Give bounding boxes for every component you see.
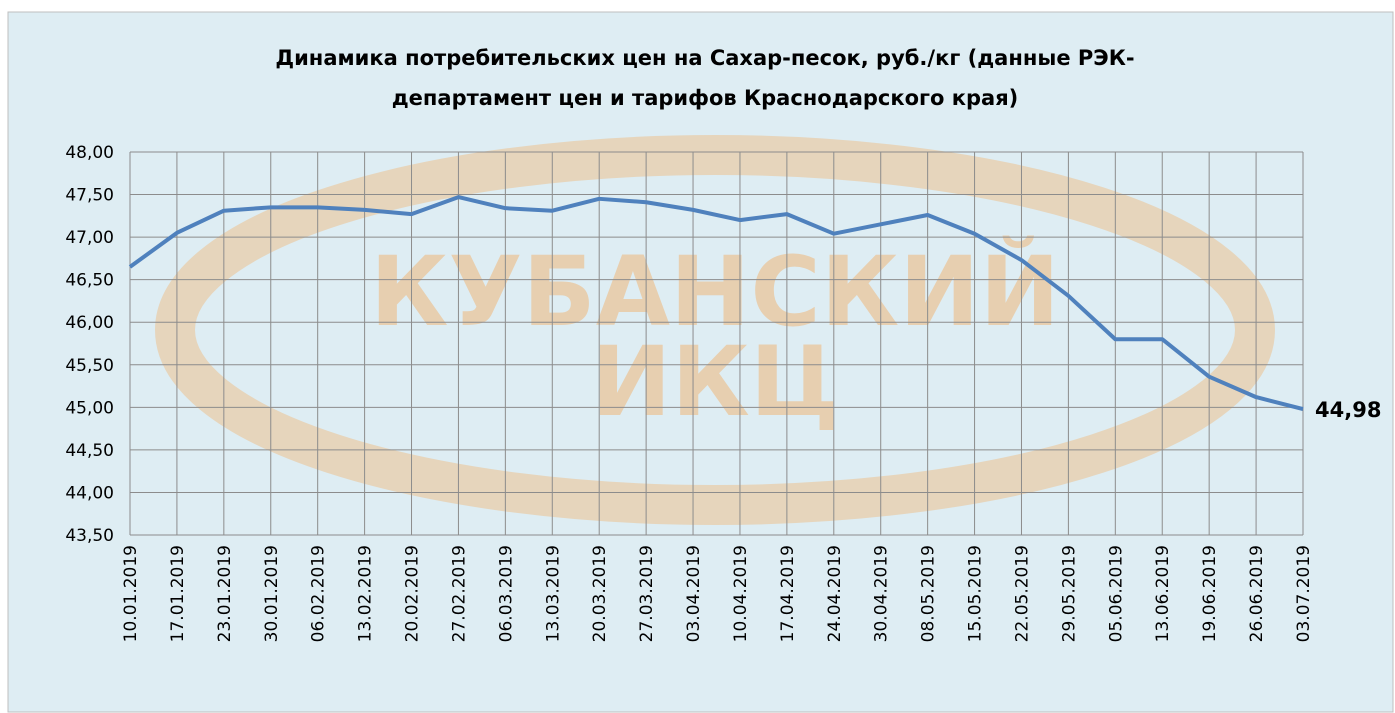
x-tick-label: 17.04.2019 bbox=[778, 545, 798, 642]
x-tick-label: 27.03.2019 bbox=[637, 545, 657, 642]
x-tick-label: 26.06.2019 bbox=[1247, 545, 1267, 642]
x-tick-label: 20.02.2019 bbox=[403, 545, 423, 642]
y-tick-label: 44,50 bbox=[65, 441, 114, 461]
x-tick-label: 17.01.2019 bbox=[168, 545, 188, 642]
x-tick-label: 20.03.2019 bbox=[590, 545, 610, 642]
x-tick-label: 08.05.2019 bbox=[919, 545, 939, 642]
x-tick-label: 19.06.2019 bbox=[1200, 545, 1220, 642]
x-tick-label: 22.05.2019 bbox=[1012, 545, 1032, 642]
y-tick-label: 45,50 bbox=[65, 356, 114, 376]
x-tick-label: 30.01.2019 bbox=[262, 545, 282, 642]
x-tick-label: 06.03.2019 bbox=[496, 545, 516, 642]
y-tick-label: 43,50 bbox=[65, 526, 114, 546]
x-tick-label: 05.06.2019 bbox=[1106, 545, 1126, 642]
y-tick-label: 46,00 bbox=[65, 313, 114, 333]
x-tick-label: 10.04.2019 bbox=[731, 545, 751, 642]
y-tick-label: 48,00 bbox=[65, 143, 114, 163]
y-tick-label: 47,50 bbox=[65, 186, 114, 206]
x-tick-label: 03.07.2019 bbox=[1294, 545, 1314, 642]
x-tick-label: 30.04.2019 bbox=[872, 545, 892, 642]
x-tick-label: 23.01.2019 bbox=[215, 545, 235, 642]
x-tick-label: 24.04.2019 bbox=[825, 545, 845, 642]
watermark-text: ИКЦ bbox=[591, 326, 839, 438]
x-tick-label: 10.01.2019 bbox=[121, 545, 141, 642]
x-tick-label: 29.05.2019 bbox=[1059, 545, 1079, 642]
x-tick-label: 13.02.2019 bbox=[356, 545, 376, 642]
x-tick-label: 13.06.2019 bbox=[1153, 545, 1173, 642]
x-tick-label: 03.04.2019 bbox=[684, 545, 704, 642]
x-tick-label: 15.05.2019 bbox=[966, 545, 986, 642]
x-tick-label: 27.02.2019 bbox=[449, 545, 469, 642]
x-tick-label: 06.02.2019 bbox=[309, 545, 329, 642]
chart-title: Динамика потребительских цен на Сахар-пе… bbox=[275, 46, 1134, 70]
data-label: 44,98 bbox=[1315, 398, 1381, 422]
y-tick-label: 45,00 bbox=[65, 398, 114, 418]
chart-title: департамент цен и тарифов Краснодарского… bbox=[392, 86, 1019, 110]
y-tick-label: 47,00 bbox=[65, 228, 114, 248]
x-tick-label: 13.03.2019 bbox=[543, 545, 563, 642]
y-tick-label: 46,50 bbox=[65, 271, 114, 291]
y-tick-label: 44,00 bbox=[65, 483, 114, 503]
chart: КУБАНСКИЙ ИКЦ Динамика потребительских ц… bbox=[0, 0, 1395, 713]
